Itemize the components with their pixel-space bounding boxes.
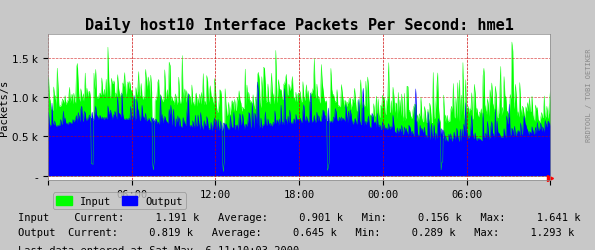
Text: Output  Current:     0.819 k   Average:     0.645 k   Min:     0.289 k   Max:   : Output Current: 0.819 k Average: 0.645 k… [18, 228, 574, 237]
Text: Input    Current:     1.191 k   Average:     0.901 k   Min:     0.156 k   Max:  : Input Current: 1.191 k Average: 0.901 k … [18, 212, 580, 222]
Legend: Input, Output: Input, Output [53, 193, 186, 209]
Y-axis label: Packets/s: Packets/s [0, 80, 9, 136]
Text: Last data entered at Sat May  6 11:10:03 2000.: Last data entered at Sat May 6 11:10:03 … [18, 246, 305, 250]
Text: RRDTOOL / TOBI OETIKER: RRDTOOL / TOBI OETIKER [586, 48, 592, 142]
Title: Daily host10 Interface Packets Per Second: hme1: Daily host10 Interface Packets Per Secon… [84, 16, 513, 32]
